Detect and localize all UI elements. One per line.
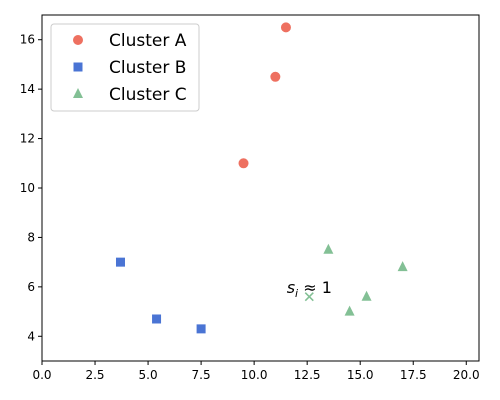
x-axis: 0.0 2.5 5.0 7.5 10.0 12.5 15.0 17.5 20.0: [32, 361, 480, 382]
legend-label-cluster-c: Cluster C: [109, 85, 187, 105]
x-tick-label: 10.0: [241, 368, 268, 382]
cluster-c-point: [397, 261, 408, 272]
y-tick-label: 4: [27, 329, 35, 343]
y-tick-label: 10: [20, 181, 35, 195]
legend-marker-cluster-a: [73, 35, 83, 45]
highlighted-point: [304, 292, 314, 302]
legend-label-cluster-b: Cluster B: [109, 58, 186, 78]
annotation-symbol: s: [287, 278, 295, 297]
legend: Cluster A Cluster B Cluster C: [50, 23, 200, 112]
x-tick-label: 17.5: [400, 368, 427, 382]
x-tick-label: 0.0: [32, 368, 51, 382]
cluster-a-point: [270, 71, 281, 82]
x-tick-label: 5.0: [139, 368, 158, 382]
cluster-c-point: [344, 305, 355, 316]
y-tick-label: 8: [27, 230, 35, 244]
highlight-x-marker: [304, 292, 314, 302]
x-tick-label: 7.5: [192, 368, 211, 382]
y-tick-label: 6: [27, 280, 35, 294]
y-tick-label: 16: [20, 33, 35, 47]
x-tick-label: 12.5: [294, 368, 321, 382]
annotation-label: si ≈ 1: [287, 278, 332, 300]
cluster-b-point: [115, 257, 125, 267]
cluster-a-point: [280, 22, 291, 33]
y-tick-label: 12: [20, 132, 35, 146]
x-tick-label: 2.5: [85, 368, 104, 382]
legend-marker-cluster-b: [73, 62, 83, 72]
annotation-subscript: i: [295, 287, 298, 300]
legend-marker-cluster-c: [73, 88, 83, 98]
cluster-c-point: [323, 243, 334, 254]
cluster-a-point: [238, 158, 249, 169]
x-tick-label: 20.0: [453, 368, 480, 382]
x-tick-label: 15.0: [347, 368, 374, 382]
cluster-c-point: [361, 290, 372, 301]
cluster-b-point: [152, 314, 162, 324]
y-axis: 4 6 8 10 12 14 16: [20, 33, 42, 343]
legend-box: [50, 23, 200, 112]
cluster-b-point: [196, 324, 206, 334]
x-marker-stroke: [304, 292, 314, 302]
y-tick-label: 14: [20, 82, 35, 96]
data-points: [115, 22, 408, 334]
annotation-relation: ≈ 1: [298, 278, 332, 297]
legend-label-cluster-a: Cluster A: [109, 31, 187, 51]
